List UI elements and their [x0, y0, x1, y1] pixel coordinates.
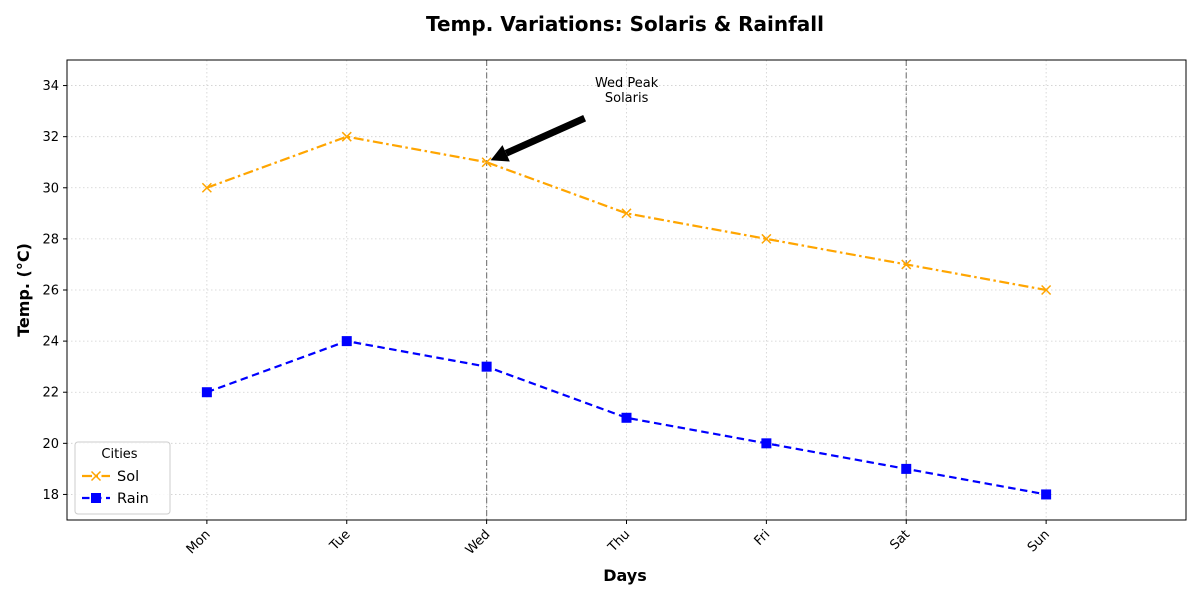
x-tick-label: Sun: [1025, 527, 1053, 555]
x-tick-label: Wed: [463, 527, 494, 558]
y-axis-ticks: 18 20 22 24 26 28 30 32 34: [42, 79, 67, 503]
x-tick-label: Mon: [184, 527, 214, 557]
y-tick-label: 34: [42, 79, 59, 94]
chart-title: Temp. Variations: Solaris & Rainfall: [426, 12, 824, 36]
x-tick-label: Tue: [327, 527, 354, 554]
y-tick-label: 20: [42, 437, 59, 452]
data-point: [621, 412, 632, 423]
data-point: [481, 157, 492, 168]
annotation-text: Solaris: [605, 91, 649, 106]
y-tick-label: 26: [42, 284, 59, 299]
annotation-arrow-head: [490, 145, 510, 162]
data-point: [201, 387, 212, 398]
data-point: [621, 208, 632, 219]
vertical-reference-lines: [486, 60, 907, 520]
annotation-text: Wed Peak: [595, 76, 659, 91]
y-tick-label: 28: [42, 232, 59, 247]
data-point: [901, 463, 912, 474]
data-point: [901, 259, 912, 270]
x-axis-ticks: Mon Tue Wed Thu Fri Sat Sun: [184, 520, 1053, 558]
x-tick-label: Sat: [887, 527, 913, 553]
legend-title: Cities: [101, 447, 137, 462]
data-point: [761, 438, 772, 449]
data-point: [481, 361, 492, 372]
series-rain: [201, 336, 1052, 500]
data-point: [341, 336, 352, 347]
x-axis-label: Days: [603, 566, 647, 585]
data-point: [761, 233, 772, 244]
legend-label: Sol: [117, 469, 139, 485]
legend-marker: [90, 470, 102, 482]
grid: [67, 60, 1186, 520]
legend-label: Rain: [117, 491, 149, 507]
x-tick-label: Fri: [752, 527, 774, 549]
y-tick-label: 30: [42, 181, 59, 196]
legend-entry-sol: Sol: [82, 469, 139, 485]
y-tick-label: 24: [42, 335, 59, 350]
legend-entry-rain: Rain: [82, 491, 149, 507]
data-point: [1041, 284, 1052, 296]
legend: Cities Sol Rain: [74, 441, 171, 515]
data-point: [201, 182, 212, 193]
legend-marker: [91, 493, 101, 503]
data-point: [341, 131, 352, 142]
x-tick-label: Thu: [605, 527, 634, 556]
series-sol: [201, 131, 1052, 296]
annotation-arrow-shaft: [504, 115, 587, 157]
y-tick-label: 18: [42, 488, 59, 503]
y-tick-label: 22: [42, 386, 59, 401]
data-point: [1041, 489, 1052, 500]
y-tick-label: 32: [42, 130, 59, 145]
y-axis-label: Temp. (°C): [14, 243, 33, 337]
series-group: [201, 131, 1052, 500]
